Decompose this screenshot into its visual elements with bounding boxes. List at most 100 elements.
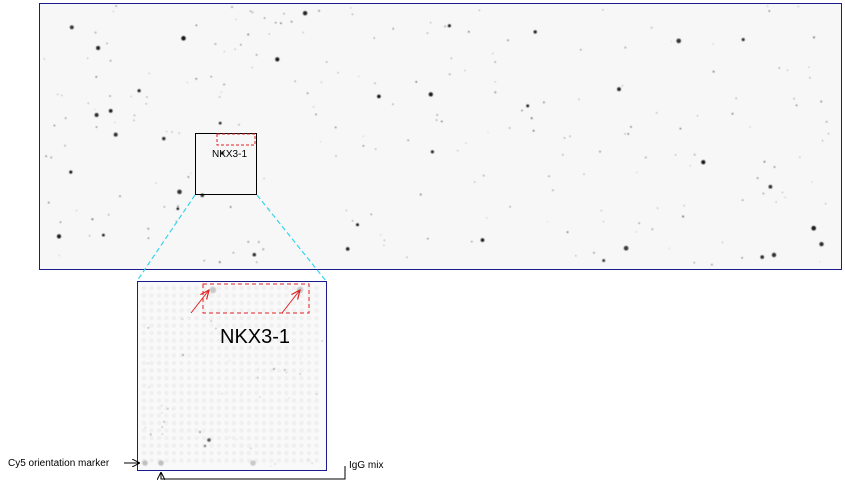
zoom-grid-spot (299, 315, 304, 321)
overview-speckle (255, 261, 258, 263)
zoom-grid-spot (284, 398, 289, 403)
zoom-grid-spot (306, 375, 312, 381)
zoom-grid-spot (306, 308, 312, 313)
overview-speckle (602, 221, 605, 223)
zoom-panel: NKX3-1 (137, 281, 327, 471)
zoom-grid-spot (216, 405, 222, 411)
zoom-grid-spot (179, 293, 184, 298)
zoom-grid-spot (141, 450, 147, 456)
zoom-grid-spot (246, 383, 252, 388)
zoom-grid-spot (269, 405, 274, 411)
zoom-grid-spot (209, 338, 214, 343)
overview-panel: NKX3-1 (39, 3, 842, 270)
overview-speckle (268, 33, 270, 35)
zoom-grid-spot (216, 383, 222, 388)
overview-speckle (578, 98, 580, 101)
zoom-grid-spot (156, 300, 162, 306)
zoom-grid-spot (314, 353, 319, 358)
zoom-grid-spot (284, 315, 289, 321)
overview-speckle (624, 46, 627, 49)
zoom-grid-spot (194, 420, 199, 426)
zoom-grid-spot (299, 413, 304, 418)
overview-speckle (214, 43, 215, 45)
zoom-grid-spot (261, 375, 267, 381)
zoom-grid-spot (246, 398, 252, 403)
zoom-grid-spot (239, 360, 244, 366)
zoom-grid-spot (164, 300, 169, 306)
overview-speckle (775, 201, 777, 203)
zoom-grid-spot (276, 315, 282, 321)
zoom-grid-spot (231, 443, 237, 448)
overview-speckle (155, 182, 157, 184)
zoom-grid-spot (254, 405, 259, 411)
overview-speckle (61, 94, 63, 97)
zoom-grid-spot (306, 368, 312, 373)
zoom-grid-spot (284, 383, 289, 388)
overview-speckle (377, 94, 381, 99)
overview-speckle (415, 81, 418, 83)
zoom-grid-spot (179, 383, 184, 388)
zoom-grid-spot (209, 353, 214, 358)
zoom-grid-spot (224, 353, 229, 358)
zoom-grid-spot (231, 330, 237, 336)
zoom-grid-spot (149, 308, 154, 313)
zoom-grid-spot (284, 413, 289, 418)
zoom-grid-spot (261, 338, 267, 343)
zoom-speckle (167, 408, 169, 410)
zoom-grid-spot (306, 300, 312, 306)
zoom-grid-spot (306, 315, 312, 321)
connector-right (256, 194, 327, 282)
zoom-grid-spot (216, 368, 222, 373)
overview-speckle (114, 121, 116, 123)
zoom-grid-spot (284, 338, 289, 343)
zoom-speckle (229, 436, 231, 438)
zoom-grid-spot (164, 293, 169, 298)
zoom-grid-spot (209, 293, 214, 298)
overview-speckle (781, 191, 784, 193)
overview-speckle (91, 218, 94, 221)
zoom-grid-spot (149, 383, 154, 388)
zoom-spot-grid (141, 285, 319, 463)
zoom-grid-spot (216, 435, 222, 441)
zoom-grid-spot (171, 450, 177, 456)
overview-speckle (137, 89, 141, 93)
overview-speckle (214, 43, 217, 45)
overview-speckle (195, 77, 198, 80)
zoom-grid-spot (141, 308, 147, 313)
zoom-grid-spot (231, 420, 237, 426)
zoom-grid-spot (246, 428, 252, 433)
nkx3-1-arrow-left (190, 290, 209, 314)
overview-speckle (427, 238, 429, 240)
zoom-grid-spot (179, 443, 184, 448)
zoom-grid-spot (261, 285, 267, 291)
zoom-grid-spot (284, 300, 289, 306)
overview-speckle (177, 205, 179, 208)
zoom-grid-spot (149, 285, 154, 291)
zoom-grid-spot (164, 383, 169, 388)
zoom-grid-spot (171, 413, 177, 418)
overview-speckle (337, 72, 339, 74)
zoom-grid-spot (291, 398, 297, 403)
zoom-grid-spot (299, 428, 304, 433)
zoom-grid-spot (231, 360, 237, 366)
zoom-grid-spot (156, 428, 162, 433)
zoom-spot (199, 431, 201, 433)
overview-speckle (711, 263, 713, 266)
zoom-grid-spot (246, 420, 252, 426)
zoom-grid-spot (254, 293, 259, 298)
overview-speckle (102, 233, 105, 237)
zoom-grid-spot (186, 458, 192, 463)
zoom-grid-spot (164, 450, 169, 456)
zoom-grid-spot (291, 450, 297, 456)
zoom-grid-spot (231, 368, 237, 373)
zoom-grid-spot (246, 443, 252, 448)
zoom-grid-spot (224, 323, 229, 328)
zoom-grid-spot (231, 383, 237, 388)
overview-speckle (693, 261, 695, 264)
zoom-grid-spot (194, 390, 199, 396)
overview-speckle (75, 210, 77, 212)
overview-speckle (552, 189, 554, 192)
zoom-grid-spot (186, 398, 192, 403)
overview-speckle (383, 239, 386, 242)
zoom-grid-spot (201, 390, 207, 396)
